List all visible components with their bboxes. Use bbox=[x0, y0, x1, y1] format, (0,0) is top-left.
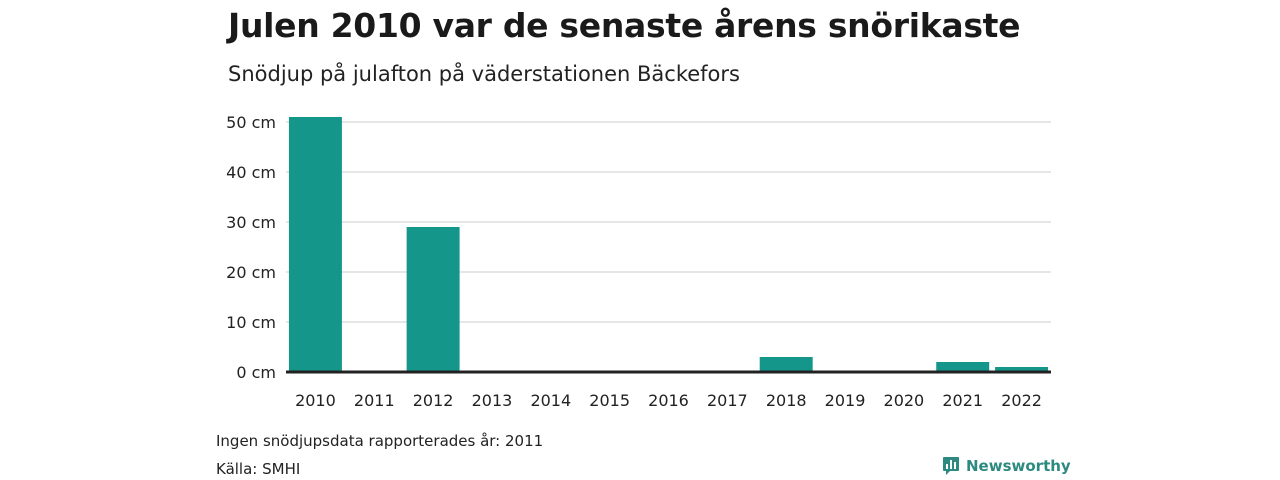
x-axis-ticks: 2010 2011 2012 2013 2014 2015 2016 2017 2018 2019… bbox=[295, 391, 1042, 410]
newsworthy-logo: Newsworthy bbox=[942, 456, 1071, 476]
chart-title: Julen 2010 var de senaste årens snörikas… bbox=[228, 6, 1021, 45]
y-axis-ticks: 0 cm 10 cm 20 cm 30 cm 40 cm 50 cm bbox=[226, 113, 276, 382]
newsworthy-brand-text: Newsworthy bbox=[966, 457, 1071, 475]
bars bbox=[288, 117, 1049, 372]
bar-2012 bbox=[406, 227, 460, 372]
x-tick-label: 2022 bbox=[1001, 391, 1042, 410]
x-tick-label: 2021 bbox=[942, 391, 983, 410]
source-label: Källa: SMHI bbox=[216, 460, 301, 478]
bar-2022 bbox=[995, 367, 1049, 372]
x-tick-label: 2018 bbox=[766, 391, 807, 410]
x-tick-label: 2017 bbox=[707, 391, 748, 410]
bar-2010 bbox=[288, 117, 342, 372]
y-tick-label: 10 cm bbox=[226, 313, 276, 332]
x-tick-label: 2014 bbox=[530, 391, 571, 410]
x-tick-label: 2020 bbox=[884, 391, 925, 410]
grid-lines bbox=[286, 121, 1051, 323]
x-tick-label: 2015 bbox=[589, 391, 630, 410]
y-tick-label: 40 cm bbox=[226, 163, 276, 182]
bar-2018 bbox=[759, 357, 813, 372]
y-tick-label: 0 cm bbox=[236, 363, 276, 382]
newsworthy-logo-icon bbox=[943, 457, 959, 475]
x-tick-label: 2016 bbox=[648, 391, 689, 410]
bar-2021 bbox=[936, 362, 990, 372]
x-tick-label: 2012 bbox=[413, 391, 454, 410]
x-tick-label: 2019 bbox=[825, 391, 866, 410]
x-tick-label: 2013 bbox=[472, 391, 513, 410]
missing-data-note: Ingen snödjupsdata rapporterades år: 201… bbox=[216, 432, 544, 450]
chart-subtitle: Snödjup på julafton på väderstationen Bä… bbox=[228, 62, 740, 86]
y-tick-label: 20 cm bbox=[226, 263, 276, 282]
y-tick-label: 50 cm bbox=[226, 113, 276, 132]
x-tick-label: 2010 bbox=[295, 391, 336, 410]
x-tick-label: 2011 bbox=[354, 391, 395, 410]
y-tick-label: 30 cm bbox=[226, 213, 276, 232]
